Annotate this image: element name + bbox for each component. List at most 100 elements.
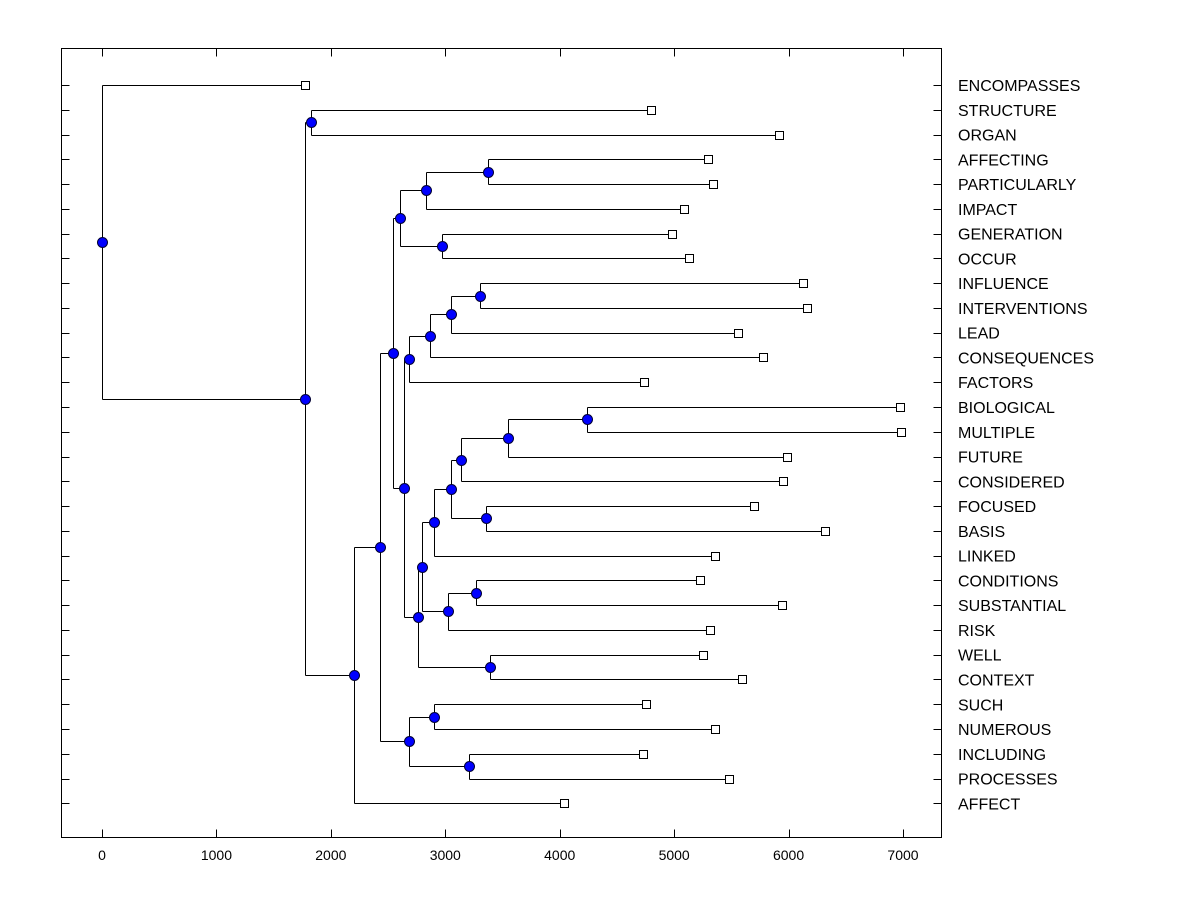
- leaf-label: CONDITIONS: [958, 573, 1058, 590]
- leaf-label: PROCESSES: [958, 772, 1058, 789]
- merge-node: [503, 433, 514, 444]
- leaf-marker: [711, 552, 720, 561]
- merge-node: [429, 712, 440, 723]
- leaf-marker: [725, 775, 734, 784]
- x-tick-label: 4000: [544, 847, 575, 863]
- merge-node: [483, 167, 494, 178]
- x-tick-label: 2000: [315, 847, 346, 863]
- x-tick-label: 5000: [659, 847, 690, 863]
- leaf-label: BIOLOGICAL: [958, 400, 1055, 417]
- leaf-label: WELL: [958, 648, 1002, 665]
- leaf-marker: [734, 329, 743, 338]
- merge-node: [481, 513, 492, 524]
- x-tick-labels: 0 1000 2000 3000 4000 5000 6000 7000: [98, 847, 919, 863]
- merge-node: [475, 291, 486, 302]
- leaf-label: NUMEROUS: [958, 722, 1051, 739]
- leaf-marker: [775, 131, 784, 140]
- merge-node: [429, 517, 440, 528]
- merge-node: [421, 185, 432, 196]
- leaf-marker: [778, 601, 787, 610]
- leaf-label: SUCH: [958, 697, 1003, 714]
- leaf-labels: ENCOMPASSES STRUCTURE ORGAN AFFECTING PARTIC…: [958, 78, 1094, 813]
- leaf-marker: [640, 378, 649, 387]
- leaf-marker: [738, 675, 747, 684]
- merge-node: [437, 241, 448, 252]
- merge-node: [97, 237, 108, 248]
- leaf-label: AFFECTING: [958, 152, 1049, 169]
- leaf-label: STRUCTURE: [958, 103, 1057, 120]
- merge-node: [300, 394, 311, 405]
- leaf-marker: [783, 453, 792, 462]
- leaf-marker: [685, 254, 694, 263]
- leaf-marker: [803, 304, 812, 313]
- leaf-label: INCLUDING: [958, 747, 1046, 764]
- leaf-label: FOCUSED: [958, 499, 1036, 516]
- leaf-marker: [680, 205, 689, 214]
- leaf-label: ENCOMPASSES: [958, 78, 1080, 95]
- leaf-marker: [821, 527, 830, 536]
- leaf-marker: [779, 477, 788, 486]
- leaf-marker: [301, 81, 310, 90]
- leaf-label: FUTURE: [958, 450, 1023, 467]
- leaf-label: MULTIPLE: [958, 425, 1035, 442]
- x-tick-label: 7000: [887, 847, 918, 863]
- leaf-label: CONSIDERED: [958, 474, 1065, 491]
- leaf-marker: [750, 502, 759, 511]
- leaf-marker: [799, 279, 808, 288]
- merge-node: [413, 612, 424, 623]
- leaf-label: INTERVENTIONS: [958, 301, 1088, 318]
- leaf-markers: [301, 81, 906, 808]
- merge-node: [582, 414, 593, 425]
- leaf-label: FACTORS: [958, 375, 1033, 392]
- plot-frame: [61, 48, 942, 838]
- merge-node: [388, 348, 399, 359]
- merge-node: [471, 588, 482, 599]
- merge-node: [464, 761, 475, 772]
- leaf-label: RISK: [958, 623, 996, 640]
- leaf-marker: [696, 576, 705, 585]
- merge-node: [404, 354, 415, 365]
- leaf-marker: [709, 180, 718, 189]
- branches: [102, 85, 902, 804]
- axis-ticks: [61, 48, 942, 838]
- leaf-label: AFFECT: [958, 796, 1020, 813]
- merge-node: [446, 484, 457, 495]
- x-tick-label: 3000: [430, 847, 461, 863]
- leaf-marker: [704, 155, 713, 164]
- leaf-marker: [647, 106, 656, 115]
- leaf-marker: [706, 626, 715, 635]
- x-tick-label: 1000: [201, 847, 232, 863]
- leaf-label: OCCUR: [958, 251, 1017, 268]
- leaf-label: IMPACT: [958, 202, 1017, 219]
- leaf-label: CONSEQUENCES: [958, 350, 1094, 367]
- merge-node: [375, 542, 386, 553]
- x-tick-label: 6000: [773, 847, 804, 863]
- merge-node: [349, 670, 360, 681]
- merge-node: [395, 213, 406, 224]
- leaf-label: INFLUENCE: [958, 276, 1049, 293]
- leaf-label: LINKED: [958, 549, 1016, 566]
- merge-node: [456, 455, 467, 466]
- leaf-marker: [642, 700, 651, 709]
- leaf-marker: [896, 403, 905, 412]
- leaf-marker: [759, 353, 768, 362]
- leaf-label: BASIS: [958, 524, 1005, 541]
- leaf-label: CONTEXT: [958, 672, 1035, 689]
- leaf-marker: [560, 799, 569, 808]
- leaf-label: ORGAN: [958, 128, 1017, 145]
- merge-node: [306, 117, 317, 128]
- x-tick-label: 0: [98, 847, 106, 863]
- merge-node: [485, 662, 496, 673]
- leaf-label: SUBSTANTIAL: [958, 598, 1066, 615]
- merge-node: [404, 736, 415, 747]
- leaf-marker: [711, 725, 720, 734]
- leaf-marker: [699, 651, 708, 660]
- merge-node: [446, 309, 457, 320]
- merge-node: [425, 331, 436, 342]
- merge-node: [443, 606, 454, 617]
- merge-nodes: [97, 117, 593, 772]
- leaf-marker: [897, 428, 906, 437]
- leaf-label: PARTICULARLY: [958, 177, 1077, 194]
- leaf-marker: [668, 230, 677, 239]
